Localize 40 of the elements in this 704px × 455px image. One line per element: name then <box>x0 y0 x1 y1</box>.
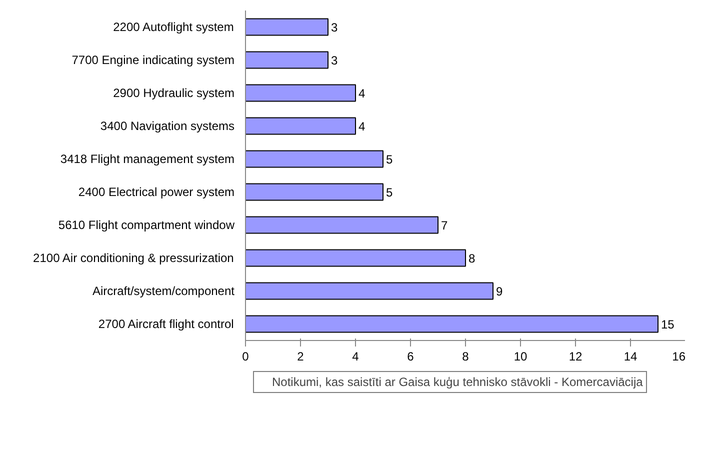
y-tick-label: 3400 Navigation systems <box>100 119 235 133</box>
data-label: 8 <box>468 252 476 266</box>
x-tick-label: 14 <box>624 350 638 364</box>
bar <box>246 51 328 69</box>
data-label: 3 <box>331 20 338 34</box>
data-label: 15 <box>661 318 675 332</box>
bar <box>246 216 438 234</box>
y-tick-label: 5610 Flight compartment window <box>58 218 235 232</box>
x-tick-label: 12 <box>568 350 582 364</box>
x-tick-label: 16 <box>672 350 686 364</box>
data-label: 3 <box>331 54 338 68</box>
y-tick-label: Aircraft/system/component <box>92 284 236 298</box>
data-label: 5 <box>386 152 393 166</box>
bar <box>246 84 356 102</box>
y-tick-label: 2100 Air conditioning & pressurization <box>33 251 234 265</box>
data-label: 7 <box>441 218 448 232</box>
x-tick-label: 2 <box>297 350 304 364</box>
y-tick-label: 2900 Hydraulic system <box>113 86 235 100</box>
data-label: 4 <box>358 86 366 100</box>
bar <box>246 18 328 36</box>
y-tick-label: 2200 Autoflight system <box>113 20 234 34</box>
bar <box>246 150 384 168</box>
y-tick-label: 3418 Flight management system <box>60 152 235 166</box>
x-tick-label: 6 <box>407 350 414 364</box>
bar <box>246 249 466 267</box>
x-tick-label: 0 <box>242 350 250 364</box>
x-tick-label: 4 <box>352 350 360 364</box>
bar <box>246 117 356 135</box>
x-tick-label: 10 <box>514 350 528 364</box>
bar <box>246 315 658 333</box>
text: Notikumi, kas saistīti ar Gaisa kuģu tehnisko stāvokli - Komercaviācija <box>272 375 643 389</box>
x-tick-label: 8 <box>462 350 470 364</box>
bar <box>246 282 494 300</box>
data-label: 4 <box>358 120 366 134</box>
y-tick-label: 7700 Engine indicating system <box>72 53 235 67</box>
data-label: 5 <box>386 186 393 200</box>
y-tick-label: 2700 Aircraft flight control <box>98 317 234 331</box>
y-tick-label: 2400 Electrical power system <box>78 185 235 199</box>
bar <box>246 183 384 201</box>
data-label: 9 <box>496 284 503 298</box>
